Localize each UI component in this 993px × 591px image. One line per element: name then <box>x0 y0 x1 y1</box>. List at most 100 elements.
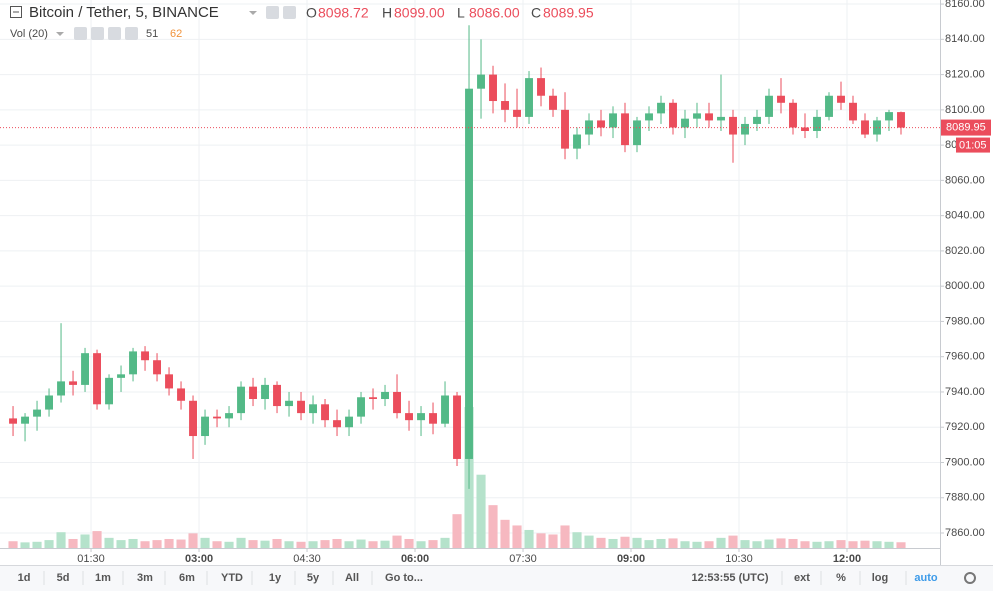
volume-bar <box>752 541 762 548</box>
volume-title: Vol (20) <box>10 28 48 40</box>
candle-body <box>561 109 569 149</box>
candle-body <box>729 116 737 135</box>
settings-button[interactable] <box>283 6 296 19</box>
volume-bar <box>152 540 162 548</box>
volume-bar <box>476 474 486 548</box>
eye-button[interactable] <box>266 6 279 19</box>
volume-remove[interactable] <box>125 27 138 40</box>
volume-bar <box>728 535 738 548</box>
range-button[interactable]: 1m <box>95 572 111 584</box>
symbol-title: Bitcoin / Tether, 5, BINANCE <box>29 4 219 21</box>
y-tick-label: 8120.00 <box>945 68 985 80</box>
volume-bar <box>104 537 114 548</box>
candle-body <box>177 388 185 401</box>
candle-body <box>321 404 329 421</box>
volume-bar <box>560 525 570 548</box>
volume-bar <box>836 540 846 548</box>
volume-bar <box>224 541 234 548</box>
candle-body <box>705 113 713 121</box>
volume-eye[interactable] <box>74 27 87 40</box>
candle-body <box>249 386 257 400</box>
volume-bar <box>680 541 690 548</box>
ohlc-value: 8099.00 <box>394 5 445 21</box>
candle-body <box>285 400 293 407</box>
volume-bar <box>428 540 438 548</box>
goto-button[interactable]: Go to... <box>385 572 423 584</box>
ohlc-name: C <box>531 5 541 21</box>
candle-body <box>273 384 281 407</box>
candle-body <box>537 78 545 96</box>
y-tick-label: 7880.00 <box>945 492 985 504</box>
x-tick-label: 01:30 <box>77 553 105 565</box>
ohlc-value: 8086.00 <box>469 5 520 21</box>
ohlc-legend: O 8098.72 H 8099.00 L 8086.00 C 8089.95 <box>306 5 594 21</box>
range-button[interactable]: 6m <box>179 572 195 584</box>
clock: 12:53:55 (UTC) <box>691 572 768 584</box>
volume-bar <box>212 541 222 548</box>
candle-body <box>57 381 65 396</box>
x-tick-label: 12:00 <box>833 553 861 565</box>
range-button[interactable]: 3m <box>137 572 153 584</box>
candle-body <box>669 102 677 128</box>
volume-bar <box>32 541 42 548</box>
volume-menu[interactable] <box>56 32 64 36</box>
volume-bar <box>368 541 378 548</box>
option-button[interactable]: auto <box>914 572 938 584</box>
volume-bar <box>248 540 258 548</box>
candle-body <box>477 74 485 89</box>
volume-bar <box>764 539 774 548</box>
candle-body <box>873 120 881 135</box>
volume-bar <box>308 541 318 548</box>
candle-body <box>417 413 425 421</box>
x-tick-label: 10:30 <box>725 553 753 565</box>
volume-bar <box>128 538 138 548</box>
y-tick-label: 8000.00 <box>945 280 985 292</box>
volume-bar <box>848 541 858 548</box>
candle-body <box>645 113 653 121</box>
y-tick-label: 7920.00 <box>945 421 985 433</box>
volume-more[interactable] <box>108 27 121 40</box>
candle-body <box>633 120 641 146</box>
candle-body <box>369 397 377 400</box>
range-button[interactable]: 5y <box>307 572 320 584</box>
volume-bar <box>620 536 630 548</box>
candle-body <box>117 374 125 378</box>
ohlc-value: 8098.72 <box>318 5 369 21</box>
candle-body <box>489 74 497 102</box>
y-tick-label: 8040.00 <box>945 210 985 222</box>
candle-body <box>549 95 557 110</box>
option-button[interactable]: ext <box>794 572 810 584</box>
range-button[interactable]: 1d <box>18 572 31 584</box>
y-tick-label: 7980.00 <box>945 315 985 327</box>
candle-body <box>825 95 833 117</box>
volume-settings[interactable] <box>91 27 104 40</box>
candle-body <box>849 102 857 121</box>
volume-bar <box>80 534 90 548</box>
candle-body <box>789 102 797 128</box>
range-button[interactable]: 1y <box>269 572 282 584</box>
y-tick-label: 7940.00 <box>945 386 985 398</box>
ohlc-name: O <box>306 5 317 21</box>
candle-body <box>21 416 29 424</box>
y-tick-label: 8140.00 <box>945 33 985 45</box>
volume-bar <box>548 534 558 548</box>
range-button[interactable]: 5d <box>57 572 70 584</box>
last-price-box <box>941 119 991 136</box>
symbol-menu[interactable] <box>249 11 257 15</box>
option-button[interactable]: % <box>836 572 846 584</box>
range-button[interactable]: All <box>345 572 359 584</box>
candle-body <box>393 391 401 414</box>
x-tick-label: 09:00 <box>617 553 645 565</box>
settings-gear[interactable] <box>964 572 976 584</box>
range-button[interactable]: YTD <box>221 572 243 584</box>
volume-bar <box>572 532 582 548</box>
volume-bar <box>896 542 906 548</box>
candle-body <box>201 416 209 437</box>
y-tick-label: 8100.00 <box>945 104 985 116</box>
candle-body <box>105 377 113 405</box>
x-tick-label: 04:30 <box>293 553 321 565</box>
volume-bar <box>500 519 510 548</box>
option-button[interactable]: log <box>872 572 889 584</box>
y-tick-label: 8020.00 <box>945 245 985 257</box>
volume-bar <box>536 533 546 548</box>
